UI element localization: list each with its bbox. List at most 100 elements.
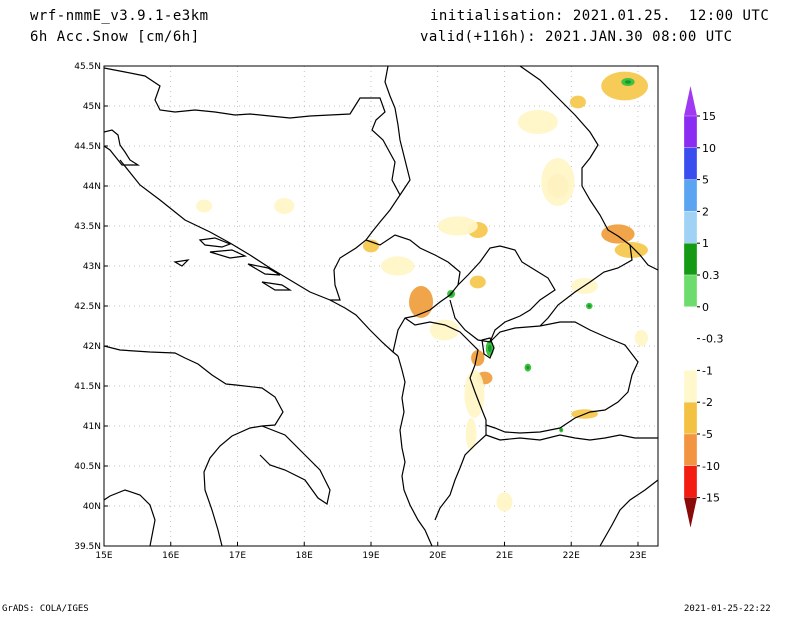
initialisation-time: initialisation: 2021.01.25. 12:00 UTC [430, 8, 770, 24]
bulgaria-border [629, 244, 658, 271]
colorbar-segment [683, 147, 698, 180]
bosnia-border [104, 67, 401, 301]
colorbar-label: 0.3 [702, 269, 720, 282]
lat-tick-label: 41N [83, 422, 101, 432]
colorbar-segment [683, 243, 698, 276]
serbia-kosovo-border [384, 66, 411, 196]
snow-patch [634, 330, 648, 346]
snow-patch-core [560, 428, 563, 432]
snow-patch-core [624, 80, 631, 84]
snow-patch [437, 216, 478, 236]
map-background [104, 66, 658, 546]
macedonia-border [485, 321, 639, 434]
snow-patch [517, 110, 558, 134]
colorbar: 15 10 5 2 1 0.3 0 -0.3 -1 -2 -5 -10 -15 [683, 86, 723, 528]
lat-tick-label: 40N [83, 502, 101, 512]
snow-patch [464, 370, 485, 418]
lat-tick-label: 43N [83, 262, 101, 272]
colorbar-label: 1 [702, 237, 709, 250]
snow-patch [601, 224, 635, 244]
colorbar-segment [683, 211, 698, 244]
snow-patch [465, 418, 477, 450]
colorbar-segment [683, 115, 698, 148]
albania-coast [397, 355, 433, 546]
snow-patch [381, 256, 415, 276]
greece-border [485, 434, 658, 441]
snow-patch [541, 158, 575, 206]
colorbar-label: 5 [702, 174, 709, 187]
snow-patch [274, 198, 295, 214]
snow-patch [601, 71, 648, 101]
colorbar-label: 2 [702, 205, 709, 218]
colorbar-segment [683, 338, 698, 371]
snow-patch-core [526, 365, 530, 370]
colorbar-label: -1 [702, 364, 713, 377]
italy-coastline [104, 345, 284, 546]
snow-patch [409, 286, 434, 318]
lon-tick-label: 19E [362, 551, 379, 561]
colorbar-segment [683, 465, 698, 498]
lon-tick-label: 17E [229, 551, 246, 561]
kosovo-border [449, 245, 556, 343]
lon-tick-label: 18E [296, 551, 313, 561]
island-3 [247, 263, 281, 276]
model-title: wrf-nmmE_v3.9.1-e3km [30, 8, 209, 24]
colorbar-segment [683, 274, 698, 307]
coastlines-borders [104, 66, 658, 546]
colorbar-top-arrow [684, 86, 697, 116]
dalmatia-coast [119, 159, 399, 357]
island-5 [173, 259, 190, 267]
colorbar-segment [683, 370, 698, 403]
island-2 [209, 249, 248, 259]
lat-tick-label: 42.5N [74, 302, 101, 312]
serbia-east-border [519, 66, 633, 327]
colorbar-segment [683, 306, 698, 339]
salento-coast [259, 425, 331, 505]
lon-tick-label: 23E [629, 551, 646, 561]
colorbar-label: -15 [702, 492, 720, 505]
snow-patch [471, 350, 485, 366]
colorbar-label: 15 [702, 110, 716, 123]
snow-patch [196, 199, 213, 213]
snow-patch [469, 275, 486, 289]
lon-tick-label: 16E [162, 551, 179, 561]
lat-tick-label: 40.5N [74, 462, 101, 472]
valid-time: valid(+116h): 2021.JAN.30 08:00 UTC [420, 29, 733, 45]
snow-patch-core [587, 304, 591, 308]
colorbar-label: -5 [702, 428, 713, 441]
colorbar-bottom-arrow [684, 497, 697, 528]
field-title: 6h Acc.Snow [cm/6h] [30, 29, 200, 45]
colorbar-segment [683, 433, 698, 466]
colorbar-label: -2 [702, 396, 713, 409]
footer-timestamp: 2021-01-25-22:22 [684, 604, 771, 614]
snow-patch [429, 319, 460, 341]
lon-tick-label: 21E [496, 551, 513, 561]
colorbar-label: -0.3 [702, 333, 723, 346]
lon-tick-label: 20E [429, 551, 446, 561]
island-1 [198, 237, 232, 248]
snow-patch [569, 95, 586, 109]
lat-tick-label: 45N [83, 102, 101, 112]
island-4 [261, 281, 293, 291]
map-axes: 15E 16E 17E 18E 19E 20E 21E 22E 23E 39.5N 40N 40.5N… [74, 62, 647, 561]
albania-east-border [404, 317, 487, 521]
colorbar-label: -10 [702, 460, 720, 473]
snow-patch [496, 492, 513, 512]
greece-coast [599, 479, 658, 546]
lat-tick-label: 39.5N [74, 542, 101, 552]
footer-credit: GrADS: COLA/IGES [2, 604, 89, 614]
montenegro-border [365, 234, 461, 353]
lon-tick-label: 22E [563, 551, 580, 561]
lat-tick-label: 45.5N [74, 62, 101, 72]
lake-ohrid [481, 337, 495, 359]
colorbar-label: 10 [702, 142, 716, 155]
italy-heel-coast [104, 489, 156, 546]
lat-tick-label: 41.5N [74, 382, 101, 392]
croatia-coastline [104, 129, 141, 166]
lat-tick-label: 44.5N [74, 142, 101, 152]
colorbar-segment [683, 402, 698, 435]
lat-tick-label: 44N [83, 182, 101, 192]
colorbar-segment [683, 179, 698, 212]
lat-tick-label: 43.5N [74, 222, 101, 232]
lon-tick-label: 15E [95, 551, 112, 561]
